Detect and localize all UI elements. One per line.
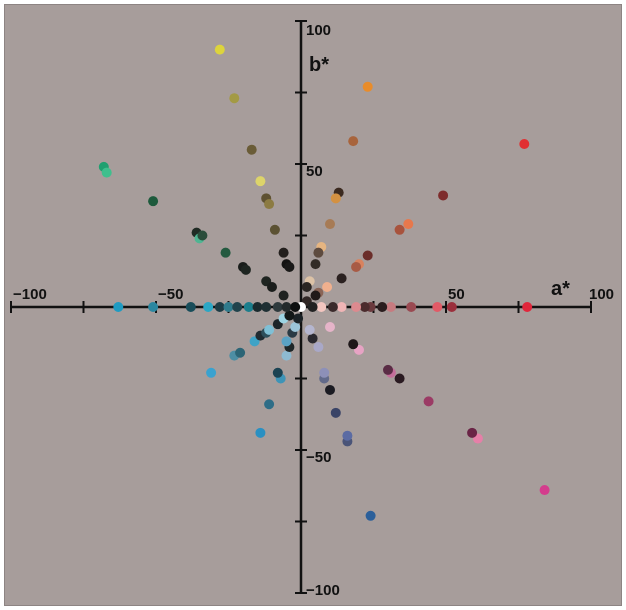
data-point: [261, 302, 272, 312]
data-point: [293, 313, 304, 324]
data-point: [284, 261, 295, 272]
data-point: [206, 367, 217, 378]
data-point: [232, 302, 243, 312]
data-point: [394, 224, 405, 235]
data-point: [229, 93, 240, 104]
data-point: [383, 364, 393, 375]
data-point: [185, 302, 196, 312]
data-point: [330, 193, 341, 204]
data-point: [264, 324, 275, 335]
data-point: [269, 224, 280, 235]
data-point: [148, 196, 159, 207]
data-points: [98, 44, 550, 521]
data-point: [310, 290, 321, 301]
data-point: [113, 302, 124, 312]
data-point: [446, 302, 457, 312]
data-point: [348, 136, 359, 147]
y-tick-label: −100: [306, 582, 340, 599]
data-point: [403, 219, 414, 230]
data-point: [377, 302, 388, 312]
labels: a* b* −100 −50 50 100 100 50 −50 −100: [13, 22, 614, 599]
data-point: [310, 259, 321, 270]
data-point: [313, 342, 324, 353]
data-point: [539, 485, 550, 496]
data-point: [438, 190, 449, 201]
data-point: [432, 302, 443, 312]
data-point: [351, 302, 362, 312]
data-point: [281, 350, 292, 361]
data-point: [203, 302, 214, 312]
data-point: [284, 310, 295, 321]
data-point: [301, 281, 312, 292]
data-point: [272, 302, 283, 312]
data-point: [365, 510, 376, 521]
data-point: [423, 396, 434, 407]
y-tick-label: −50: [306, 449, 331, 466]
data-point: [264, 199, 275, 210]
data-point: [223, 302, 234, 312]
x-tick-label: 50: [448, 286, 465, 303]
data-point: [348, 339, 359, 350]
data-point: [522, 302, 533, 312]
y-tick-label: 50: [306, 163, 323, 180]
data-point: [467, 427, 478, 438]
data-point: [336, 273, 347, 284]
data-point: [385, 302, 396, 312]
data-point: [246, 144, 257, 155]
data-point: [272, 367, 283, 378]
data-point: [362, 250, 373, 261]
data-point: [330, 407, 341, 418]
data-point: [252, 302, 263, 312]
data-point: [235, 347, 246, 358]
x-tick-label: −100: [13, 286, 47, 303]
data-point: [255, 176, 266, 187]
data-point: [101, 167, 112, 178]
data-point: [255, 427, 266, 438]
data-point: [214, 302, 225, 312]
data-point: [307, 302, 318, 312]
data-point: [290, 302, 301, 312]
data-point: [325, 384, 335, 395]
data-point: [313, 247, 324, 258]
data-point: [278, 290, 289, 301]
x-tick-label: −50: [158, 286, 183, 303]
data-point: [214, 44, 225, 55]
data-point: [197, 230, 208, 241]
data-point: [394, 373, 405, 384]
data-point: [319, 367, 330, 378]
data-point: [290, 322, 301, 333]
x-tick-label: 100: [589, 286, 614, 303]
data-point: [278, 247, 289, 258]
data-point: [243, 302, 254, 312]
data-point: [362, 81, 373, 92]
data-point: [316, 302, 327, 312]
data-point: [307, 333, 318, 344]
x-axis-title: a*: [551, 278, 570, 300]
scatter-chart: a* b* −100 −50 50 100 100 50 −50 −100: [10, 20, 614, 599]
data-point: [304, 324, 315, 335]
y-tick-label: 100: [306, 22, 331, 39]
data-point: [406, 302, 417, 312]
data-point: [267, 281, 277, 292]
data-point: [281, 336, 292, 347]
data-point: [220, 247, 231, 258]
data-point: [281, 302, 292, 312]
data-point: [519, 138, 530, 149]
data-point: [148, 302, 159, 312]
chart-frame: a* b* −100 −50 50 100 100 50 −50 −100: [4, 4, 622, 606]
data-point: [327, 302, 338, 312]
data-point: [322, 281, 333, 292]
data-point: [336, 302, 347, 312]
data-point: [342, 430, 353, 441]
data-point: [325, 219, 335, 230]
data-point: [325, 322, 335, 333]
data-point: [351, 261, 362, 272]
y-axis-title: b*: [309, 54, 329, 76]
data-point: [359, 302, 370, 312]
data-point: [240, 264, 251, 275]
data-point: [264, 399, 275, 410]
